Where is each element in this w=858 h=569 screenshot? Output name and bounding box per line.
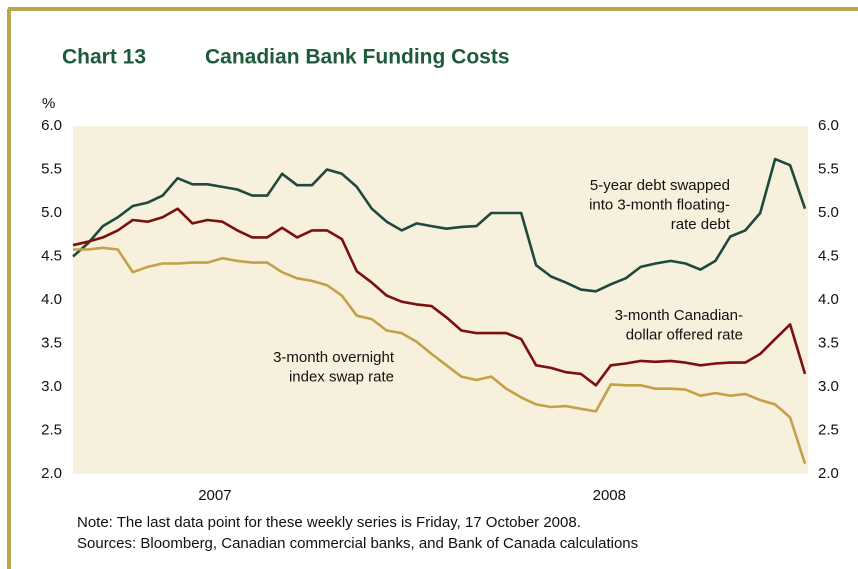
x-tick-label: 2008	[593, 487, 626, 504]
x-tick-label: 2007	[198, 487, 231, 504]
series-label: rate debt	[671, 216, 731, 233]
y-tick-label: 6.0	[41, 117, 62, 134]
y2-tick-label: 6.0	[818, 117, 839, 134]
series-line	[72, 207, 807, 387]
series-label: 5-year debt swapped	[590, 177, 730, 194]
y-tick-label: 2.5	[41, 421, 62, 438]
y2-tick-label: 2.0	[818, 465, 839, 482]
chart-label: Chart 13	[62, 46, 146, 69]
note: Note: The last data point for these week…	[77, 514, 581, 531]
y-tick-label: 4.5	[41, 247, 62, 264]
y2-tick-label: 3.0	[818, 378, 839, 395]
y-tick-label: 5.0	[41, 204, 62, 221]
series-label: 3-month overnight	[273, 349, 395, 366]
series-label: dollar offered rate	[626, 326, 743, 343]
series-line	[73, 246, 807, 464]
y2-tick-label: 4.5	[818, 247, 839, 264]
y2-tick-label: 5.0	[818, 204, 839, 221]
y2-tick-label: 4.0	[818, 291, 839, 308]
note: Sources: Bloomberg, Canadian commercial …	[77, 535, 638, 552]
y-tick-label: 3.0	[41, 378, 62, 395]
y-tick-label: 2.0	[41, 465, 62, 482]
series-label: 3-month Canadian-	[615, 307, 743, 324]
y-tick-label: 4.0	[41, 291, 62, 308]
y-tick-label: 3.5	[41, 334, 62, 351]
series-line	[72, 157, 807, 293]
series-label: index swap rate	[289, 368, 394, 385]
y2-tick-label: 5.5	[818, 160, 839, 177]
series-label: into 3-month floating-	[589, 196, 730, 213]
y2-tick-label: 2.5	[818, 421, 839, 438]
y-tick-label: 5.5	[41, 160, 62, 177]
chart-title: Canadian Bank Funding Costs	[205, 46, 510, 69]
y-axis-label: %	[42, 95, 55, 112]
y2-tick-label: 3.5	[818, 334, 839, 351]
